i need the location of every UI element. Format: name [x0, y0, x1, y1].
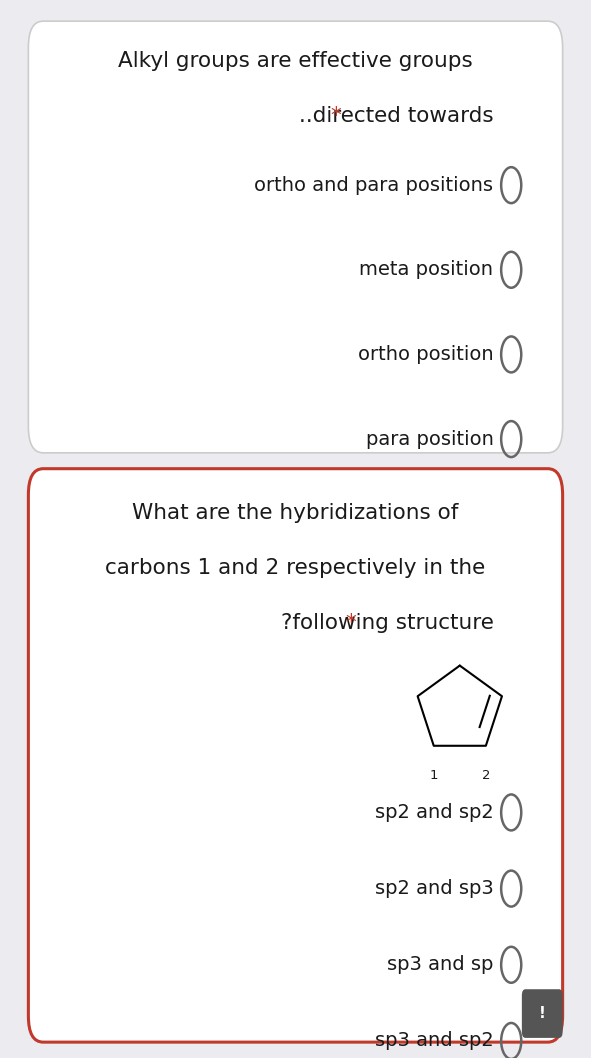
Text: para position: para position [366, 430, 493, 449]
Text: meta position: meta position [359, 260, 493, 279]
Text: sp3 and sp2: sp3 and sp2 [375, 1032, 493, 1051]
Text: sp3 and sp: sp3 and sp [387, 955, 493, 974]
Text: ?following structure: ?following structure [281, 614, 493, 633]
Text: !: ! [539, 1006, 546, 1021]
Text: sp2 and sp3: sp2 and sp3 [375, 879, 493, 898]
Text: carbons 1 and 2 respectively in the: carbons 1 and 2 respectively in the [105, 559, 486, 578]
Text: Alkyl groups are effective groups: Alkyl groups are effective groups [118, 52, 473, 71]
Text: sp2 and sp2: sp2 and sp2 [375, 803, 493, 822]
FancyBboxPatch shape [28, 21, 563, 453]
Text: ortho and para positions: ortho and para positions [255, 176, 493, 195]
Text: ortho position: ortho position [358, 345, 493, 364]
Text: What are the hybridizations of: What are the hybridizations of [132, 504, 459, 523]
Text: *: * [331, 107, 349, 126]
Text: *: * [346, 614, 363, 633]
Text: ..directed towards: ..directed towards [299, 107, 493, 126]
FancyBboxPatch shape [522, 989, 563, 1038]
FancyBboxPatch shape [28, 469, 563, 1042]
Text: 2: 2 [482, 769, 490, 782]
Text: 1: 1 [430, 769, 438, 782]
